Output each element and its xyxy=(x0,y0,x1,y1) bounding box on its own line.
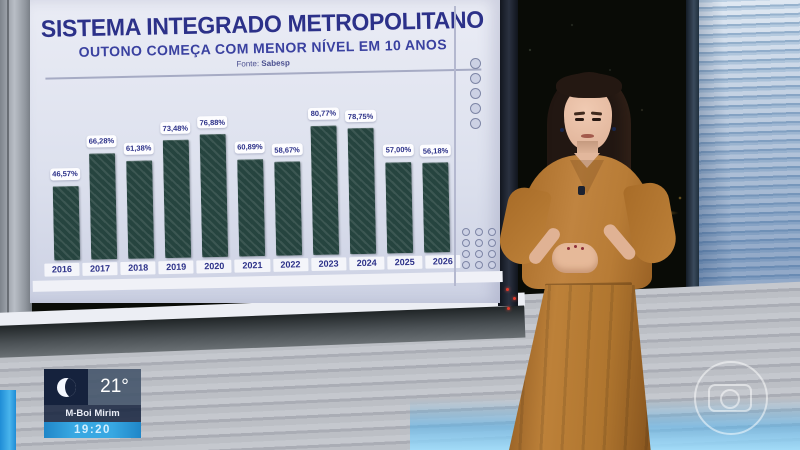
screen-side-divider xyxy=(454,6,456,286)
control-icon xyxy=(462,261,470,269)
bar-chart: 46,57% 66,28% 61,38% 73,48% 76,88% 60,89% 58,6… xyxy=(45,84,456,261)
crescent-moon-icon xyxy=(56,377,76,397)
bar-value-label: 61,38% xyxy=(123,142,154,155)
clock-time: 19:20 xyxy=(44,422,141,438)
bar-slot: 57,00% xyxy=(378,85,419,254)
bar-slot: 58,67% xyxy=(267,87,308,256)
year-label: 2019 xyxy=(158,260,194,275)
bar-slot: 46,57% xyxy=(45,92,86,261)
control-icon xyxy=(470,73,481,84)
screen-control-icons-grid xyxy=(462,228,498,269)
bar-slot: 73,48% xyxy=(156,89,197,259)
bar-slot: 60,89% xyxy=(230,88,271,257)
bar-slot: 66,28% xyxy=(82,91,123,260)
control-icon xyxy=(488,228,496,236)
control-icon xyxy=(488,250,496,258)
year-label: 2024 xyxy=(348,256,385,271)
year-label: 2023 xyxy=(310,257,347,272)
weather-top-row: 21° xyxy=(44,369,141,405)
temperature-value: 21° xyxy=(88,369,141,405)
year-label: 2016 xyxy=(44,262,80,277)
bar-value-label: 58,67% xyxy=(271,143,303,156)
corner-blue-light xyxy=(0,390,16,450)
chart-slide: SISTEMA INTEGRADO METROPOLITANO OUTONO C… xyxy=(27,0,503,308)
bar-slot: 56,18% xyxy=(416,84,457,253)
control-icon xyxy=(470,103,481,114)
blue-slat-panel xyxy=(688,0,800,320)
year-label: 2020 xyxy=(196,259,233,274)
panel-edge-column xyxy=(686,0,699,318)
globo-inner-rect xyxy=(708,384,752,412)
bar-value-label: 66,28% xyxy=(86,135,117,148)
globo-logo-icon xyxy=(694,361,768,435)
year-label: 2021 xyxy=(234,258,271,273)
equipment-led xyxy=(513,297,516,300)
bar xyxy=(88,153,117,260)
control-icon xyxy=(488,239,496,247)
bar-value-label: 73,48% xyxy=(159,121,191,135)
weather-icon-cell xyxy=(44,369,88,405)
control-icon xyxy=(475,261,483,269)
screen-control-icons-top xyxy=(470,58,481,129)
weather-widget: 21° M-Boi Mirim 19:20 xyxy=(44,369,141,438)
year-label: 2022 xyxy=(272,258,309,272)
control-icon xyxy=(470,58,481,69)
city-night-window xyxy=(500,0,700,322)
source-value: Sabesp xyxy=(261,58,290,69)
control-icon xyxy=(462,250,470,258)
control-icon xyxy=(475,228,483,236)
equipment-led xyxy=(507,307,510,310)
bar-value-label: 78,75% xyxy=(345,109,376,123)
weather-location: M-Boi Mirim xyxy=(44,405,141,422)
bar xyxy=(310,125,340,256)
bar xyxy=(162,140,192,259)
control-icon xyxy=(488,261,496,269)
bar xyxy=(237,158,266,257)
source-label: Fonte: xyxy=(236,59,260,69)
control-icon xyxy=(475,239,483,247)
bar xyxy=(274,161,303,256)
bar-value-label: 56,18% xyxy=(420,144,451,157)
control-icon xyxy=(475,250,483,258)
bar xyxy=(422,162,451,253)
year-label: 2018 xyxy=(120,261,156,276)
globo-inner-circle xyxy=(720,389,740,409)
bar-value-label: 57,00% xyxy=(383,143,414,157)
bar xyxy=(385,161,414,254)
control-icon xyxy=(470,118,481,129)
bar-slot: 76,88% xyxy=(193,89,234,258)
bar-slot: 78,75% xyxy=(341,86,382,255)
bar-value-label: 76,88% xyxy=(196,115,228,129)
bar xyxy=(52,185,80,261)
globo-outer-ring xyxy=(694,361,768,435)
studio-left-wall xyxy=(0,0,32,340)
chart-screen: SISTEMA INTEGRADO METROPOLITANO OUTONO C… xyxy=(30,0,503,303)
bar xyxy=(125,160,154,259)
bar-value-label: 80,77% xyxy=(308,107,339,120)
bar-value-label: 60,89% xyxy=(234,140,266,154)
control-icon xyxy=(462,228,470,236)
control-icon xyxy=(470,88,481,99)
year-label: 2025 xyxy=(387,255,423,270)
bar xyxy=(347,127,377,255)
bar-value-label: 46,57% xyxy=(49,167,81,181)
bar-slot: 80,77% xyxy=(304,86,345,256)
bar xyxy=(199,133,229,258)
bar-slot: 61,38% xyxy=(119,90,160,259)
equipment-led xyxy=(506,288,509,291)
year-label: 2017 xyxy=(82,262,118,276)
control-icon xyxy=(462,239,470,247)
